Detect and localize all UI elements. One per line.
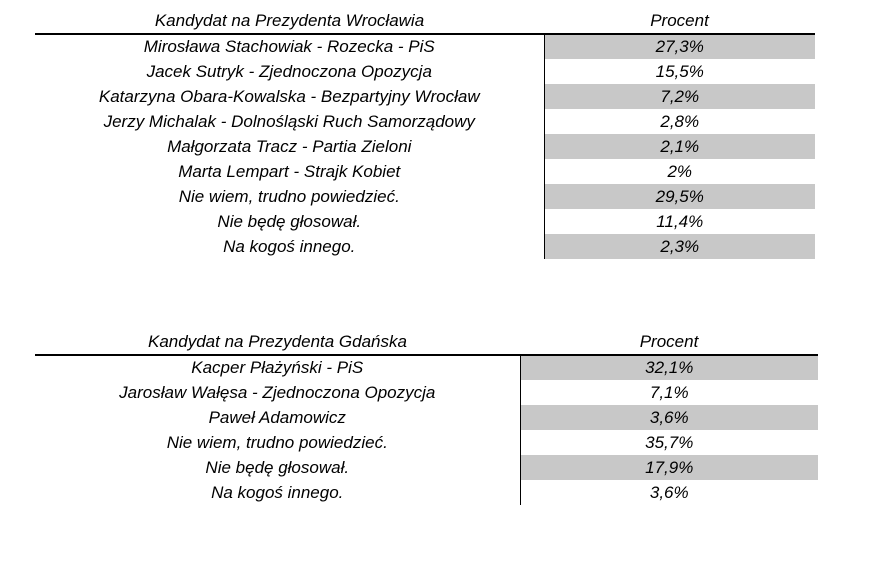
candidate-cell: Nie będę głosował. [205,457,350,477]
table-row: Nie wiem, trudno powiedzieć. 35,7% [35,430,818,455]
column-header-candidate: Kandydat na Prezydenta Gdańska [35,329,520,356]
table-row: Paweł Adamowicz 3,6% [35,405,818,430]
candidate-cell: Na kogoś innego. [211,482,344,502]
candidate-cell: Mirosława Stachowiak - Rozecka - PiS [143,37,435,56]
candidate-cell: Jacek Sutryk - Zjednoczona Opozycja [146,61,432,81]
candidate-cell: Paweł Adamowicz [208,407,346,427]
table-row: Kacper Płażyński - PiS 32,1% [35,355,818,380]
table-header-row: Kandydat na Prezydenta Gdańska Procent [35,329,818,356]
candidate-cell: Nie będę głosował. [217,211,362,231]
percent-cell: 17,9% [519,455,818,480]
column-header-candidate: Kandydat na Prezydenta Wrocławia [35,8,544,35]
table-row: Katarzyna Obara-Kowalska - Bezpartyjny W… [35,84,815,109]
percent-cell: 35,7% [519,430,818,455]
percent-cell: 2,3% [543,234,815,259]
table-row: Małgorzata Tracz - Partia Zieloni 2,1% [35,134,815,159]
candidate-cell: Marta Lempart - Strajk Kobiet [178,161,401,181]
percent-cell: 3,6% [519,405,818,430]
percent-cell: 27,3% [543,34,815,59]
table-row: Jacek Sutryk - Zjednoczona Opozycja 15,5… [35,59,815,84]
percent-cell: 7,2% [543,84,815,109]
column-header-percent: Procent [544,8,815,35]
percent-cell: 3,6% [519,480,818,505]
candidate-cell: Katarzyna Obara-Kowalska - Bezpartyjny W… [98,86,480,106]
candidate-cell: Jerzy Michalak - Dolnośląski Ruch Samorz… [103,111,475,131]
candidate-cell: Kacper Płażyński - PiS [191,358,364,377]
table-row: Nie będę głosował. 11,4% [35,209,815,234]
percent-cell: 29,5% [543,184,815,209]
percent-cell: 11,4% [543,209,815,234]
candidate-cell: Nie wiem, trudno powiedzieć. [178,186,400,206]
table-row: Na kogoś innego. 2,3% [35,234,815,259]
percent-cell: 2,8% [543,109,815,134]
table-row: Nie wiem, trudno powiedzieć. 29,5% [35,184,815,209]
candidate-cell: Na kogoś innego. [223,236,356,256]
table-row: Na kogoś innego. 3,6% [35,480,818,505]
table-row: Jarosław Wałęsa - Zjednoczona Opozycja 7… [35,380,818,405]
table-row: Marta Lempart - Strajk Kobiet 2% [35,159,815,184]
table-row: Nie będę głosował. 17,9% [35,455,818,480]
column-header-percent: Procent [520,329,818,356]
percent-cell: 2% [543,159,815,184]
gdansk-results-table: Kandydat na Prezydenta Gdańska Procent K… [35,329,818,505]
table-header-row: Kandydat na Prezydenta Wrocławia Procent [35,8,815,35]
percent-cell: 15,5% [543,59,815,84]
table-row: Mirosława Stachowiak - Rozecka - PiS 27,… [35,34,815,59]
wroclaw-results-table: Kandydat na Prezydenta Wrocławia Procent… [35,8,815,259]
table-row: Jerzy Michalak - Dolnośląski Ruch Samorz… [35,109,815,134]
percent-cell: 32,1% [519,355,818,380]
percent-cell: 2,1% [543,134,815,159]
percent-cell: 7,1% [519,380,818,405]
candidate-cell: Nie wiem, trudno powiedzieć. [166,432,388,452]
candidate-cell: Jarosław Wałęsa - Zjednoczona Opozycja [119,382,436,402]
candidate-cell: Małgorzata Tracz - Partia Zieloni [167,136,412,156]
poll-results-sheet: Kandydat na Prezydenta Wrocławia Procent… [35,8,818,505]
